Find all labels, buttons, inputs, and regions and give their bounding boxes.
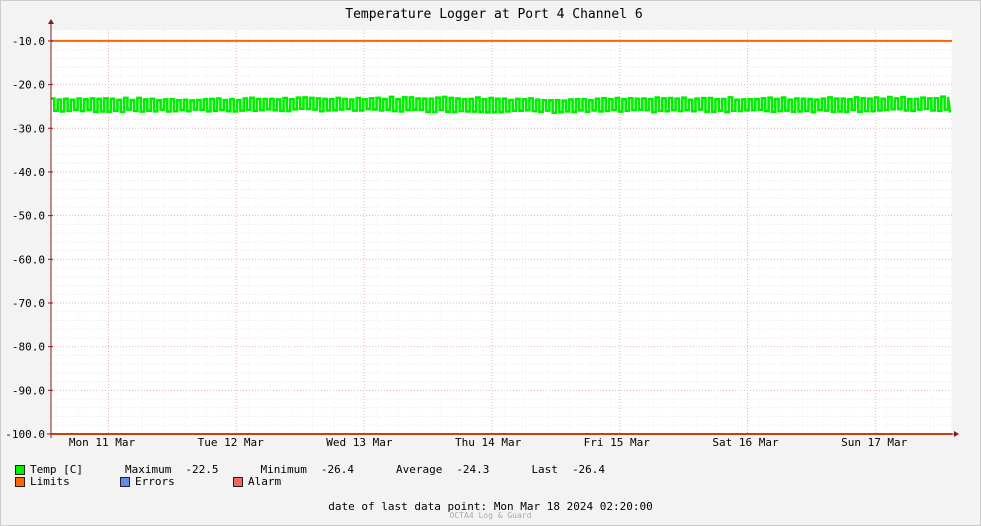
y-tick-label: -100.0	[5, 428, 45, 441]
legend-alarm-label: Alarm	[248, 475, 282, 488]
alarm-swatch	[233, 477, 243, 487]
x-tick-label: Thu 14 Mar	[455, 436, 522, 449]
last-data-point: date of last data point: Mon Mar 18 2024…	[0, 500, 981, 513]
legend-errors-label: Errors	[135, 475, 175, 488]
average-value: -24.3	[456, 463, 490, 476]
y-tick-label: -60.0	[12, 253, 45, 266]
chart-title: Temperature Logger at Port 4 Channel 6	[345, 7, 642, 22]
legend-row-1: Temp [C] Maximum -22.5 Minimum -26.4 Average -…	[15, 464, 605, 476]
last-label: Last	[531, 463, 558, 476]
last-value: -26.4	[571, 463, 606, 476]
y-tick-label: -50.0	[12, 210, 45, 223]
x-tick-label: Mon 11 Mar	[69, 436, 136, 449]
x-tick-label: Wed 13 Mar	[326, 436, 393, 449]
x-tick-label: Sun 17 Mar	[841, 436, 908, 449]
plot-area	[51, 30, 952, 434]
y-tick-label: -80.0	[12, 341, 45, 354]
y-tick-label: -40.0	[12, 166, 45, 179]
limits-swatch	[15, 477, 25, 487]
y-tick-label: -20.0	[12, 79, 45, 92]
legend-temp-label: Temp [C]	[30, 463, 83, 476]
minimum-value: -26.4	[320, 463, 354, 476]
y-tick-label: -30.0	[12, 122, 45, 135]
average-label: Average	[395, 463, 443, 476]
grid	[51, 30, 953, 435]
axes: -10.0 -20.0 -30.0 -40.0 -50.0 -60.0 -70.0 -80.0…	[5, 19, 959, 449]
y-axis-arrow	[48, 19, 54, 24]
x-tick-label: Tue 12 Mar	[198, 436, 265, 449]
last-point-label: date of last data point:	[328, 500, 488, 513]
legend-row-2: Limits Errors Alarm	[15, 476, 281, 488]
temp-series-line	[51, 95, 952, 115]
y-tick-label: -90.0	[12, 384, 45, 397]
maximum-value: -22.5	[185, 463, 219, 476]
errors-swatch	[120, 477, 130, 487]
credit-text: OCTA4 Log & Guard	[449, 511, 532, 520]
minimum-label: Minimum	[260, 463, 307, 476]
y-tick-label: -70.0	[12, 297, 45, 310]
maximum-label: Maximum	[124, 463, 172, 476]
x-tick-label: Fri 15 Mar	[584, 436, 651, 449]
x-axis-arrow	[954, 431, 959, 437]
x-tick-label: Sat 16 Mar	[712, 436, 779, 449]
y-tick-label: -10.0	[12, 35, 45, 48]
last-point-value: Mon Mar 18 2024 02:20:00	[493, 500, 653, 513]
legend-limits-label: Limits	[30, 475, 70, 488]
temp-swatch	[15, 465, 25, 475]
